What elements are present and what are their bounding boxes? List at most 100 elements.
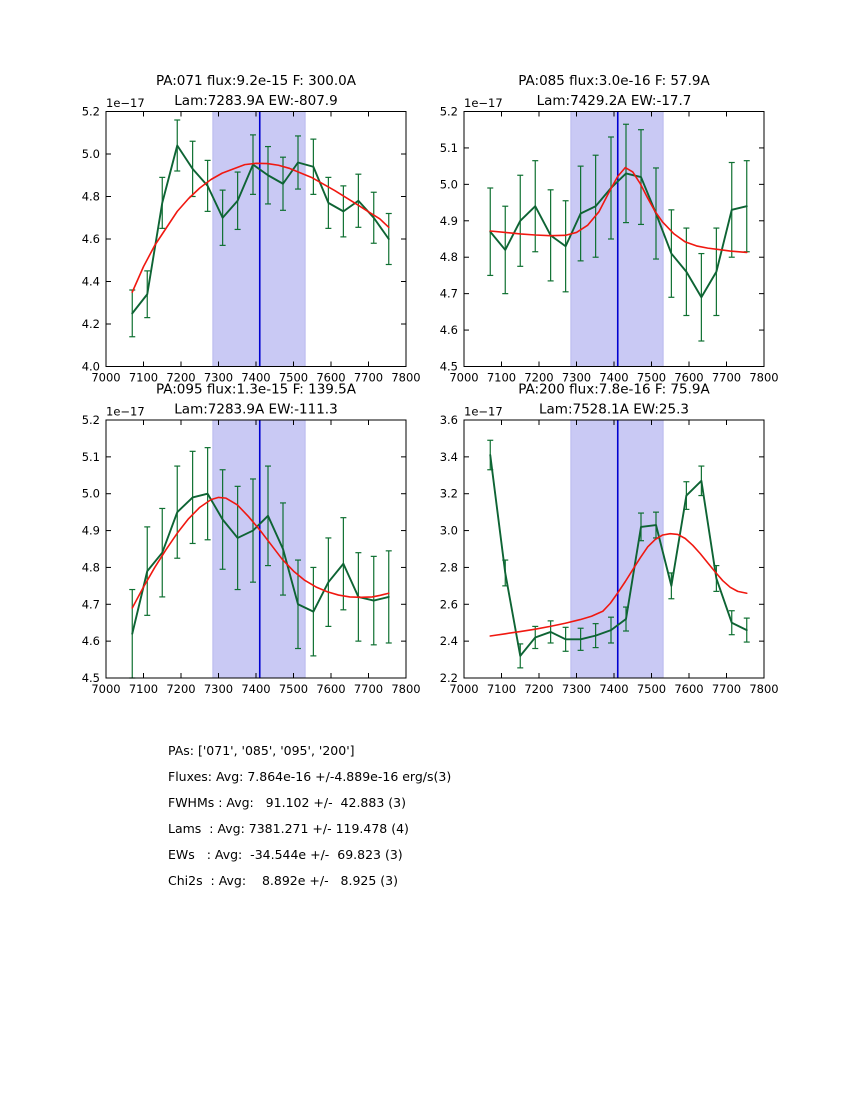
subplot-title-line1: PA:200 flux:7.8e-16 F: 75.9A <box>518 382 710 398</box>
y-tick-label: 4.6 <box>82 634 100 648</box>
y-tick-label: 4.9 <box>440 214 458 228</box>
subplot-title-line2: Lam:7528.1A EW:25.3 <box>539 402 689 418</box>
y-tick-label: 2.8 <box>440 560 458 574</box>
y-tick-label: 4.7 <box>440 287 458 301</box>
y-axis-offset-label: 1e−17 <box>464 405 503 419</box>
x-tick-label: 7100 <box>129 682 158 696</box>
gaussian-fit-curve <box>489 166 748 254</box>
y-tick-label: 4.0 <box>82 360 100 374</box>
subplot-title-line1: PA:085 flux:3.0e-16 F: 57.9A <box>518 73 710 89</box>
summary-chi2s: Chi2s : Avg: 8.892e +/- 8.925 (3) <box>168 873 399 888</box>
x-tick-label: 7500 <box>637 371 666 385</box>
spectrum-data-line <box>489 172 748 299</box>
summary-ews: EWs : Avg: -34.544e +/- 69.823 (3) <box>168 847 403 862</box>
y-ticks: 4.5 4.6 4.7 4.8 4.9 5.0 5.1 5.2 <box>82 413 406 685</box>
x-tick-label: 7100 <box>487 682 516 696</box>
y-axis-offset-label: 1e−17 <box>464 96 503 110</box>
x-tick-label: 7200 <box>166 371 195 385</box>
y-tick-label: 5.0 <box>82 487 100 501</box>
subplot-title-line1: PA:071 flux:9.2e-15 F: 300.0A <box>156 73 357 89</box>
x-tick-label: 7200 <box>166 682 195 696</box>
subplot-title-line2: Lam:7283.9A EW:-807.9 <box>174 93 337 109</box>
y-ticks: 4.5 4.6 4.7 4.8 4.9 5.0 5.1 5.2 <box>440 105 764 374</box>
x-ticks: 7000 7100 7200 7300 7400 7500 7600 7700 7800 <box>449 420 779 696</box>
x-tick-label: 7000 <box>449 371 478 385</box>
gaussian-fit-curve <box>131 496 390 609</box>
y-ticks: 4.0 4.2 4.4 4.6 4.8 5.0 5.2 <box>82 105 406 374</box>
x-tick-label: 7200 <box>524 371 553 385</box>
y-tick-label: 3.6 <box>440 413 458 427</box>
y-tick-label: 2.4 <box>440 634 458 648</box>
x-tick-label: 7300 <box>204 682 233 696</box>
gaussian-fit-curve <box>489 532 748 637</box>
y-tick-label: 5.2 <box>82 105 100 119</box>
x-tick-label: 7700 <box>712 682 741 696</box>
y-tick-label: 5.0 <box>440 177 458 191</box>
spectrum-data-line <box>489 454 748 657</box>
y-tick-label: 4.5 <box>440 360 458 374</box>
subplot-pa200: 7000 7100 7200 7300 7400 7500 7600 7700 7800 2.2 2… <box>440 382 779 697</box>
subplot-pa085: 7000 7100 7200 7300 7400 7500 7600 7700 78004.54… <box>440 73 779 385</box>
x-tick-label: 7800 <box>749 682 778 696</box>
summary-fwhms: FWHMs : Avg: 91.102 +/- 42.883 (3) <box>168 795 406 810</box>
summary-fluxes: Fluxes: Avg: 7.864e-16 +/-4.889e-16 erg/… <box>168 769 452 784</box>
gaussian-fit-curve <box>131 162 390 293</box>
x-ticks: 7000 7100 7200 7300 7400 7500 7600 7700 7800 <box>91 111 421 385</box>
x-tick-label: 7700 <box>712 371 741 385</box>
y-ticks: 2.2 2.4 2.6 2.8 3.0 3.2 3.4 3.6 <box>440 413 764 685</box>
x-tick-label: 7700 <box>354 682 383 696</box>
y-tick-label: 4.5 <box>82 671 100 685</box>
y-tick-label: 4.8 <box>440 250 458 264</box>
y-axis-offset-label: 1e−17 <box>106 405 145 419</box>
x-tick-label: 7600 <box>674 371 703 385</box>
summary-lams: Lams : Avg: 7381.271 +/- 119.478 (4) <box>168 821 409 836</box>
y-tick-label: 4.8 <box>82 190 100 204</box>
y-tick-label: 5.1 <box>82 450 100 464</box>
y-tick-label: 5.1 <box>440 141 458 155</box>
subplot-pa095: 7000 7100 7200 7300 7400 7500 7600 7700 78004.54… <box>82 382 421 697</box>
subplot-pa071: 7000 7100 7200 7300 7400 7500 7600 7700 78004.04… <box>82 73 421 385</box>
x-tick-label: 7100 <box>129 371 158 385</box>
y-tick-label: 4.8 <box>82 560 100 574</box>
x-tick-label: 7500 <box>279 682 308 696</box>
x-tick-label: 7600 <box>674 682 703 696</box>
x-tick-label: 7400 <box>241 682 270 696</box>
x-tick-label: 7400 <box>599 682 628 696</box>
x-tick-label: 7800 <box>391 682 420 696</box>
y-axis-offset-label: 1e−17 <box>106 96 145 110</box>
spectrum-data-line <box>131 144 390 315</box>
subplot-title-line2: Lam:7283.9A EW:-111.3 <box>174 402 337 418</box>
y-tick-label: 5.0 <box>82 147 100 161</box>
y-tick-label: 4.7 <box>82 597 100 611</box>
x-tick-label: 7500 <box>279 371 308 385</box>
y-tick-label: 2.6 <box>440 597 458 611</box>
x-tick-label: 7700 <box>354 371 383 385</box>
x-tick-label: 7600 <box>316 682 345 696</box>
x-tick-label: 7600 <box>316 371 345 385</box>
x-tick-label: 7400 <box>241 371 270 385</box>
y-tick-label: 4.6 <box>440 323 458 337</box>
y-tick-label: 4.9 <box>82 524 100 538</box>
x-tick-label: 7300 <box>562 682 591 696</box>
y-tick-label: 4.6 <box>82 232 100 246</box>
subplot-title-line2: Lam:7429.2A EW:-17.7 <box>537 93 692 109</box>
y-tick-label: 3.0 <box>440 524 458 538</box>
subplot-title-line1: PA:095 flux:1.3e-15 F: 139.5A <box>156 382 357 398</box>
x-tick-label: 7300 <box>562 371 591 385</box>
x-tick-label: 7300 <box>204 371 233 385</box>
y-tick-label: 5.2 <box>440 105 458 119</box>
y-tick-label: 4.2 <box>82 317 100 331</box>
x-tick-label: 7800 <box>391 371 420 385</box>
summary-pas: PAs: ['071', '085', '095', '200'] <box>168 743 355 758</box>
x-ticks: 7000 7100 7200 7300 7400 7500 7600 7700 7800 <box>449 111 779 385</box>
x-tick-label: 7000 <box>91 682 120 696</box>
x-tick-label: 7000 <box>449 682 478 696</box>
x-tick-label: 7100 <box>487 371 516 385</box>
x-tick-label: 7500 <box>637 682 666 696</box>
y-tick-label: 2.2 <box>440 671 458 685</box>
x-tick-label: 7200 <box>524 682 553 696</box>
y-tick-label: 5.2 <box>82 413 100 427</box>
y-tick-label: 3.2 <box>440 487 458 501</box>
